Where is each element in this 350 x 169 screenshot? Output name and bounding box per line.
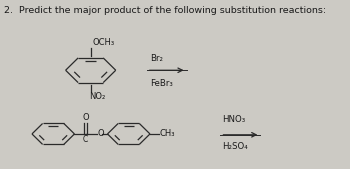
Text: 2.  Predict the major product of the following substitution reactions:: 2. Predict the major product of the foll… [4,6,326,15]
Text: O: O [82,113,89,122]
Text: H₂SO₄: H₂SO₄ [223,142,248,151]
Text: HNO₃: HNO₃ [223,115,246,124]
Text: OCH₃: OCH₃ [92,38,114,47]
Text: O: O [98,129,104,138]
Text: CH₃: CH₃ [160,129,175,138]
Text: C: C [83,135,88,144]
Text: Br₂: Br₂ [150,54,163,63]
Text: FeBr₃: FeBr₃ [150,79,173,89]
Text: NO₂: NO₂ [89,92,105,101]
